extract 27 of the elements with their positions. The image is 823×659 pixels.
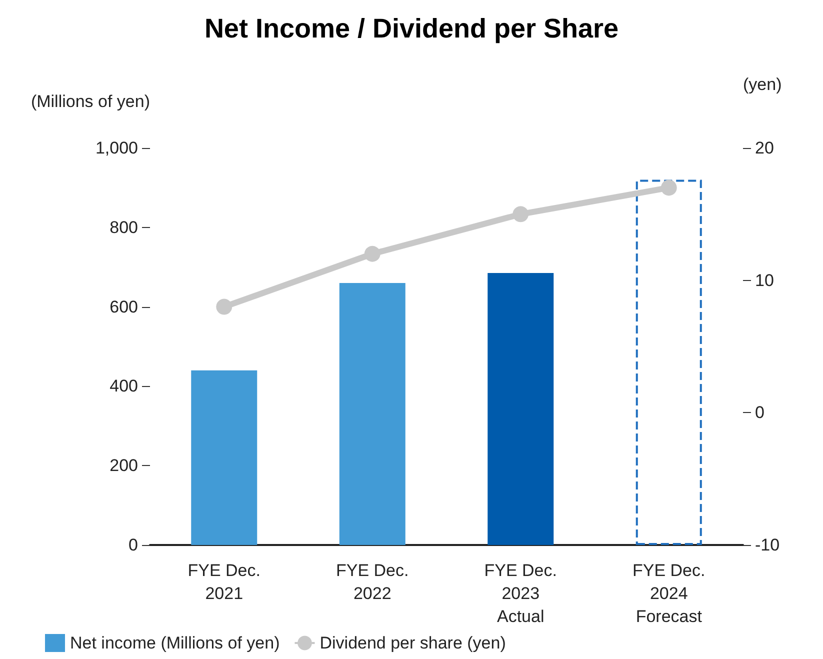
y2-tick-label: 0 bbox=[755, 403, 764, 422]
x-tick-label: FYE Dec. 2023 Actual bbox=[484, 561, 557, 626]
point bbox=[216, 298, 232, 315]
y-tick-label: 1,000 bbox=[95, 138, 138, 158]
bar bbox=[636, 180, 702, 545]
legend-label: Dividend per share (yen) bbox=[320, 634, 506, 652]
x-tick-label: FYE Dec. 2021 bbox=[188, 561, 260, 603]
x-tick-label: FYE Dec. 2024 Forecast bbox=[632, 561, 706, 626]
point bbox=[364, 246, 380, 262]
bar bbox=[488, 273, 554, 545]
y-tick-label: 200 bbox=[110, 456, 138, 476]
y-tick-label: 0 bbox=[128, 536, 138, 554]
y-tick-label: 600 bbox=[110, 297, 138, 316]
point bbox=[512, 206, 529, 222]
bar bbox=[339, 282, 406, 545]
y2-tick-label: 20 bbox=[755, 138, 774, 158]
y-tick-label: 800 bbox=[110, 218, 138, 237]
y2-axis-title: (yen) bbox=[743, 75, 782, 94]
y-tick-label: 400 bbox=[110, 376, 138, 396]
y-axis-title: (Millions of yen) bbox=[30, 92, 150, 111]
y2-tick-label: 10 bbox=[755, 270, 774, 290]
legend-label: Net income (Millions of yen) bbox=[70, 634, 280, 652]
x-tick-label: FYE Dec. 2022 bbox=[336, 561, 409, 603]
bar bbox=[191, 370, 258, 545]
point bbox=[660, 180, 677, 196]
chart-title: Net Income / Dividend per Share bbox=[204, 14, 619, 44]
y2-tick-label: -10 bbox=[755, 536, 780, 554]
